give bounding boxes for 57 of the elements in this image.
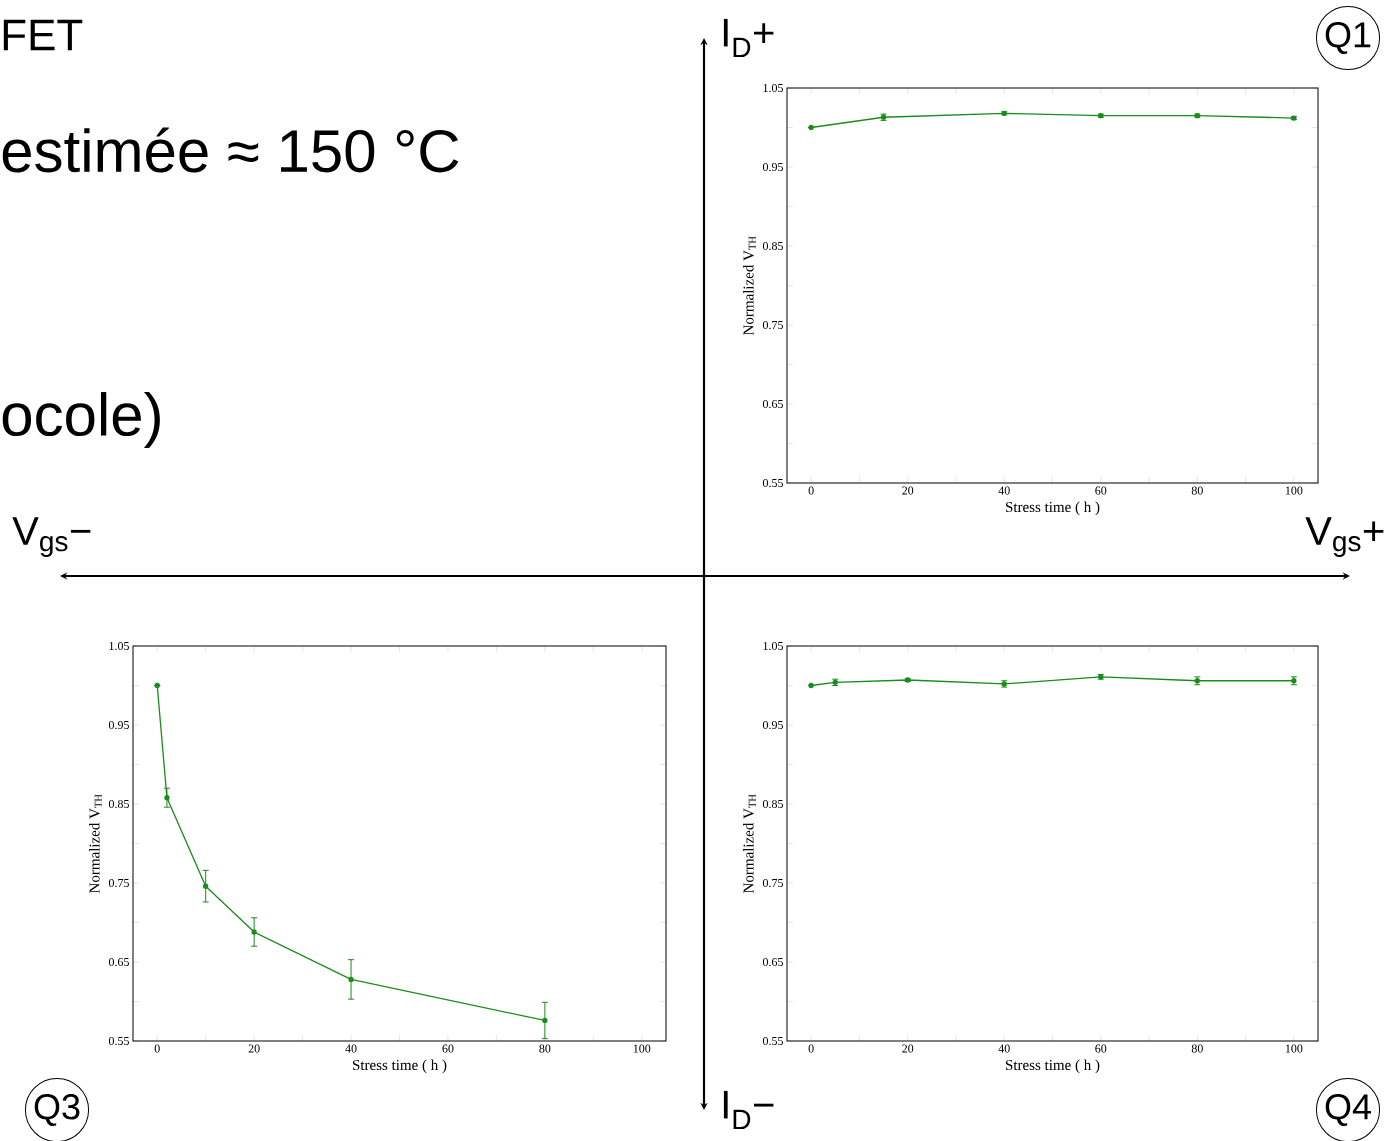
y-tick-label: 0.55 (108, 1036, 129, 1046)
text: estimée ≈ 150 °C (2, 127, 459, 173)
x-tick-label: 40 (998, 1044, 1010, 1053)
x-axis-title: Stress time ( h ) (1006, 501, 1100, 516)
y-tick-label: 1.05 (109, 641, 129, 651)
x-axis-title: Stress time ( h ) (353, 1059, 447, 1074)
text: Q4 (1325, 1094, 1371, 1126)
x-tick-label: 80 (1191, 1044, 1203, 1053)
y-tick-label: 0.65 (108, 957, 129, 967)
y-tick-label: 0.65 (762, 399, 784, 409)
y-tick-label: 0.75 (762, 878, 784, 888)
point (348, 976, 354, 983)
y-tick-label: 0.55 (762, 478, 784, 488)
y-axis-title: Normalized V$_{TH}$ (743, 794, 756, 894)
y-axis-title: Normalized V$_{TH}$ (743, 236, 756, 336)
text: V$_{gs}$− (12, 517, 91, 557)
y-tick-label: 0.75 (762, 320, 784, 330)
y-tick-label: 0.55 (762, 1036, 784, 1046)
x-tick-label: 40 (998, 486, 1010, 495)
text: Q1 (1325, 22, 1371, 54)
x-tick-label: 20 (902, 1044, 914, 1053)
x-tick-label: 80 (1191, 486, 1203, 495)
point (251, 929, 257, 935)
x-tick-label: 100 (1285, 486, 1303, 495)
y-tick-label: 1.05 (763, 83, 784, 93)
x-tick-label: 20 (902, 486, 914, 495)
x-tick-label: 40 (345, 1044, 357, 1053)
point (203, 883, 209, 889)
x-tick-label: 0 (808, 486, 814, 495)
text: I$_{D}$+ (723, 18, 774, 58)
x-axis-title: Stress time ( h ) (1006, 1059, 1100, 1074)
text: Q3 (34, 1094, 80, 1126)
x-tick-label: 60 (1095, 1044, 1107, 1053)
x-tick-label: 60 (442, 1044, 454, 1053)
text: V$_{gs}$+ (1305, 517, 1384, 557)
y-tick-label: 0.75 (108, 878, 129, 888)
text: FET (3, 19, 83, 51)
x-tick-label: 80 (539, 1044, 551, 1053)
point (542, 1017, 548, 1024)
text: I$_{D}$− (723, 1090, 774, 1130)
y-tick-label: 0.95 (762, 162, 784, 172)
x-tick-label: 0 (808, 1044, 814, 1053)
y-tick-label: 0.65 (762, 957, 784, 967)
point (164, 795, 170, 801)
text: ocole) (2, 392, 160, 448)
y-tick-label: 0.95 (762, 720, 784, 730)
y-tick-label: 0.95 (108, 720, 129, 730)
y-tick-label: 0.85 (762, 799, 784, 809)
x-tick-label: 0 (154, 1044, 160, 1053)
x-tick-label: 60 (1095, 486, 1107, 495)
y-tick-label: 1.05 (763, 641, 784, 651)
y-axis-title: Normalized V$_{TH}$ (89, 794, 102, 894)
y-tick-label: 0.85 (762, 241, 784, 251)
x-tick-label: 100 (1285, 1044, 1303, 1053)
x-tick-label: 20 (248, 1044, 260, 1053)
y-tick-label: 0.85 (108, 799, 129, 809)
x-tick-label: 100 (633, 1044, 651, 1053)
